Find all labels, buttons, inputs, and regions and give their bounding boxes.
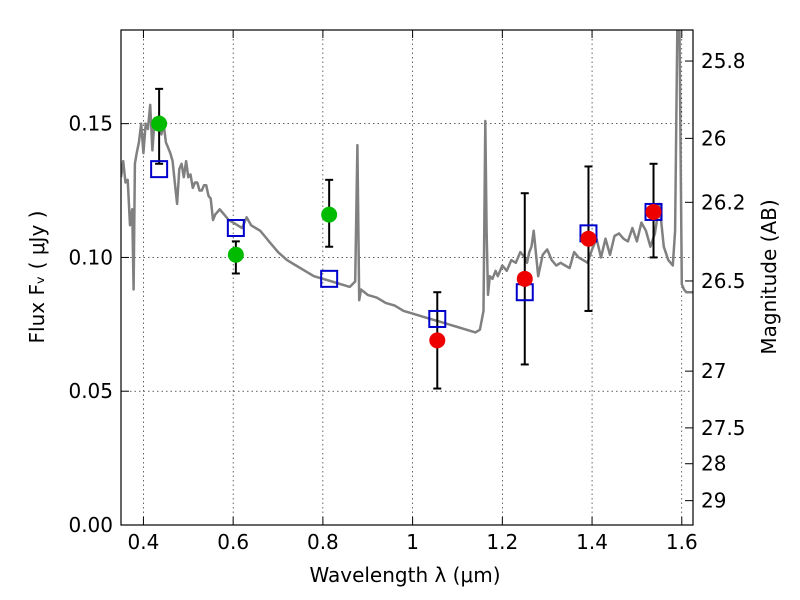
x-tick-label: 1.4 <box>576 530 608 554</box>
right-tick-label: 26.5 <box>701 269 746 293</box>
y-tick-label: 0.10 <box>68 245 113 269</box>
model-photometry-square <box>150 160 169 179</box>
x-tick-label: 1 <box>406 530 419 554</box>
model-photometry-square <box>320 269 339 288</box>
observed-infrared-point <box>645 203 662 220</box>
right-tick-label: 25.8 <box>701 49 746 73</box>
x-tick-label: 1.6 <box>666 530 698 554</box>
right-tick-label: 29 <box>701 489 726 513</box>
y-axis-title: Flux Fᵥ ( μJy ) <box>25 211 49 344</box>
observed-infrared-point <box>580 230 597 247</box>
x-tick-label: 0.6 <box>217 530 249 554</box>
model-spectrum-line <box>121 30 693 334</box>
plot-frame <box>120 29 694 526</box>
y-tick-label: 0.05 <box>68 379 113 403</box>
observed-infrared-point <box>429 332 446 349</box>
y-tick-label: 0.00 <box>68 513 113 537</box>
axes: 0.4 0.6 0.8 1 1.2 1.4 1.6 0.00 0.05 0.10 0.15 25.8 2… <box>68 30 746 554</box>
model-photometry-square <box>428 309 447 328</box>
observed-optical-point <box>227 246 244 263</box>
x-tick-label: 0.4 <box>128 530 160 554</box>
right-axis-title: Magnitude (AB) <box>757 199 781 354</box>
observed-optical-point <box>321 206 338 223</box>
x-tick-label: 0.8 <box>307 530 339 554</box>
x-axis-title: Wavelength λ (μm) <box>309 563 500 587</box>
data-layer <box>121 30 693 390</box>
right-tick-label: 27 <box>701 359 726 383</box>
plot-area <box>121 30 693 525</box>
observed-infrared-point <box>516 270 533 287</box>
model-photometry-square <box>226 219 245 237</box>
right-tick-label: 26 <box>701 126 726 150</box>
right-tick-label: 26.2 <box>701 190 746 214</box>
right-tick-label: 27.5 <box>701 416 746 440</box>
x-tick-label: 1.2 <box>486 530 518 554</box>
y-tick-label: 0.15 <box>68 112 113 136</box>
right-tick-label: 28 <box>701 452 726 476</box>
observed-optical-point <box>151 115 168 132</box>
